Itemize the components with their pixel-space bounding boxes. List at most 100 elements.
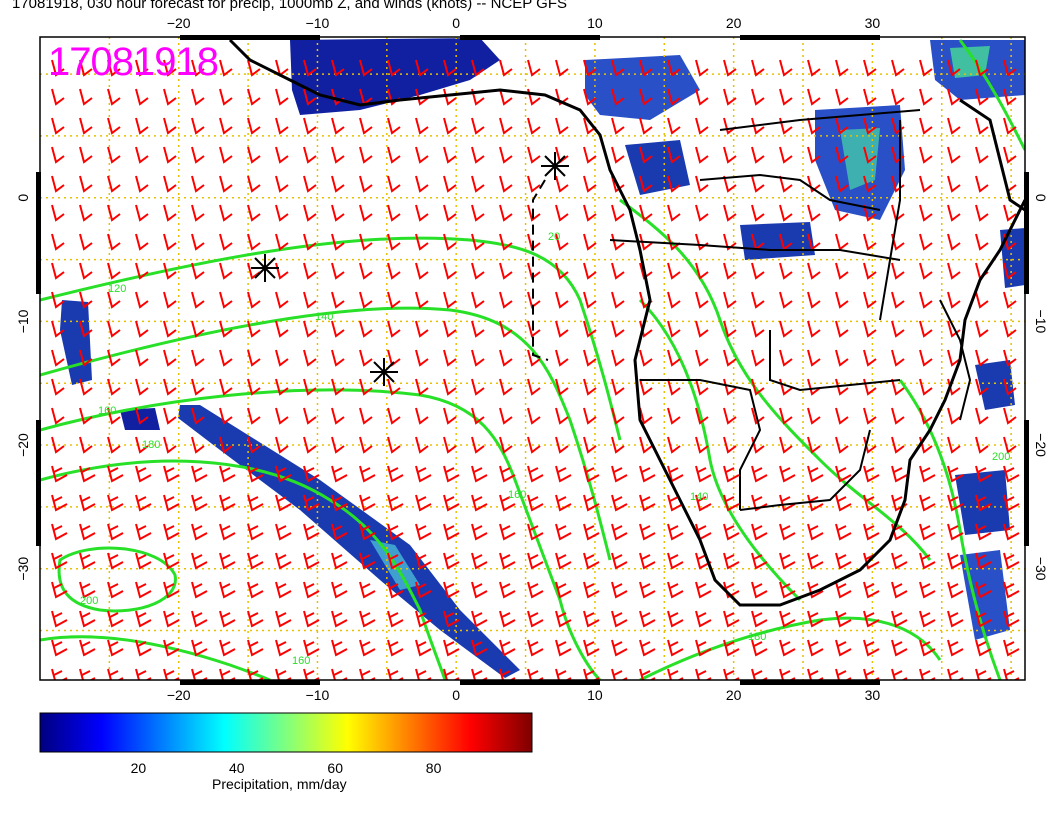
wind-barb xyxy=(275,523,292,541)
wind-barb xyxy=(135,610,152,628)
wind-barb xyxy=(247,59,261,77)
wind-barb xyxy=(163,233,177,251)
wind-barb xyxy=(947,233,961,251)
wind-barb xyxy=(975,88,989,106)
wind-barb xyxy=(975,349,989,367)
border-7 xyxy=(879,120,901,321)
wind-barb xyxy=(471,262,485,280)
contour-east-2 xyxy=(958,39,1025,151)
wind-barb xyxy=(275,378,289,396)
wind-barb xyxy=(751,117,765,135)
wind-barb xyxy=(219,436,233,454)
wind-barb xyxy=(835,291,849,309)
wind-barb xyxy=(863,59,877,77)
tick-label: 60 xyxy=(327,760,343,776)
wind-barb xyxy=(583,349,597,367)
wind-barb xyxy=(583,262,597,280)
wind-barb xyxy=(443,349,457,367)
wind-barb xyxy=(135,349,149,367)
wind-barb xyxy=(779,552,796,570)
wind-barb xyxy=(583,320,597,338)
wind-barb xyxy=(163,494,180,512)
contour-label: 180 xyxy=(142,439,160,451)
wind-barb xyxy=(471,407,485,425)
asterisk-marker xyxy=(251,254,279,282)
wind-barb xyxy=(863,88,877,106)
wind-barb xyxy=(835,146,849,164)
wind-barb xyxy=(583,523,600,541)
wind-barb xyxy=(1003,436,1017,454)
wind-barb xyxy=(835,175,849,193)
wind-barb xyxy=(835,117,849,135)
wind-barb xyxy=(135,639,152,657)
wind-barb xyxy=(359,291,373,309)
wind-barb xyxy=(723,523,740,541)
wind-barb xyxy=(975,233,989,251)
wind-barb xyxy=(863,320,877,338)
wind-barb xyxy=(1003,581,1020,599)
wind-barb xyxy=(947,59,961,77)
wind-barb xyxy=(555,378,569,396)
wind-barb xyxy=(415,407,429,425)
wind-barb xyxy=(751,146,765,164)
wind-barb xyxy=(555,494,572,512)
wind-barb xyxy=(471,233,485,251)
wind-barb xyxy=(779,349,793,367)
wind-barb xyxy=(639,88,653,106)
wind-barb xyxy=(583,581,600,599)
wind-barb xyxy=(359,59,373,77)
wind-barb xyxy=(611,233,625,251)
wind-barb xyxy=(275,552,292,570)
wind-barb xyxy=(611,639,628,657)
precip-patch-east-2 xyxy=(955,470,1010,535)
wind-barb xyxy=(107,581,124,599)
wind-barb xyxy=(919,291,933,309)
wind-barb xyxy=(107,494,124,512)
wind-barb xyxy=(499,436,513,454)
wind-barb xyxy=(919,204,933,222)
wind-barb xyxy=(667,552,684,570)
wind-barb xyxy=(415,668,432,680)
tick-label: 30 xyxy=(865,687,881,703)
wind-barb xyxy=(135,523,152,541)
wind-barb xyxy=(303,320,317,338)
wind-barb xyxy=(79,349,93,367)
wind-barb xyxy=(779,320,793,338)
wind-barb xyxy=(835,668,852,680)
precip-patch-cameroon xyxy=(625,140,690,195)
wind-barb xyxy=(1003,552,1020,570)
wind-barb xyxy=(163,59,177,77)
tick-label: 0 xyxy=(452,687,460,703)
wind-barb xyxy=(415,581,432,599)
wind-barb xyxy=(79,407,93,425)
wind-barb xyxy=(919,523,936,541)
wind-barb xyxy=(219,523,236,541)
wind-barb xyxy=(527,552,544,570)
tick-label: 10 xyxy=(587,687,603,703)
contour-label: 140 xyxy=(315,311,333,323)
wind-barb xyxy=(667,320,681,338)
wind-barb xyxy=(807,407,821,425)
wind-barb xyxy=(1003,291,1017,309)
wind-barb xyxy=(387,523,404,541)
wind-barb xyxy=(359,552,376,570)
wind-barb xyxy=(247,581,264,599)
wind-barb xyxy=(835,610,852,628)
wind-barb xyxy=(135,465,152,483)
wind-barb xyxy=(79,204,93,222)
wind-barb xyxy=(891,610,908,628)
map-body: 120 140 160 180 200 20 160 140 180 200 1… xyxy=(40,37,1025,680)
wind-barb xyxy=(359,233,373,251)
wind-barb xyxy=(303,407,317,425)
wind-barb xyxy=(247,88,261,106)
wind-barb xyxy=(1003,610,1020,628)
contour-label: 160 xyxy=(292,655,310,667)
wind-barb xyxy=(667,88,681,106)
wind-barb xyxy=(695,465,712,483)
wind-barb xyxy=(107,262,121,280)
wind-barb xyxy=(163,117,177,135)
wind-barb xyxy=(387,175,401,193)
wind-barb xyxy=(695,291,709,309)
wind-barb xyxy=(835,494,852,512)
